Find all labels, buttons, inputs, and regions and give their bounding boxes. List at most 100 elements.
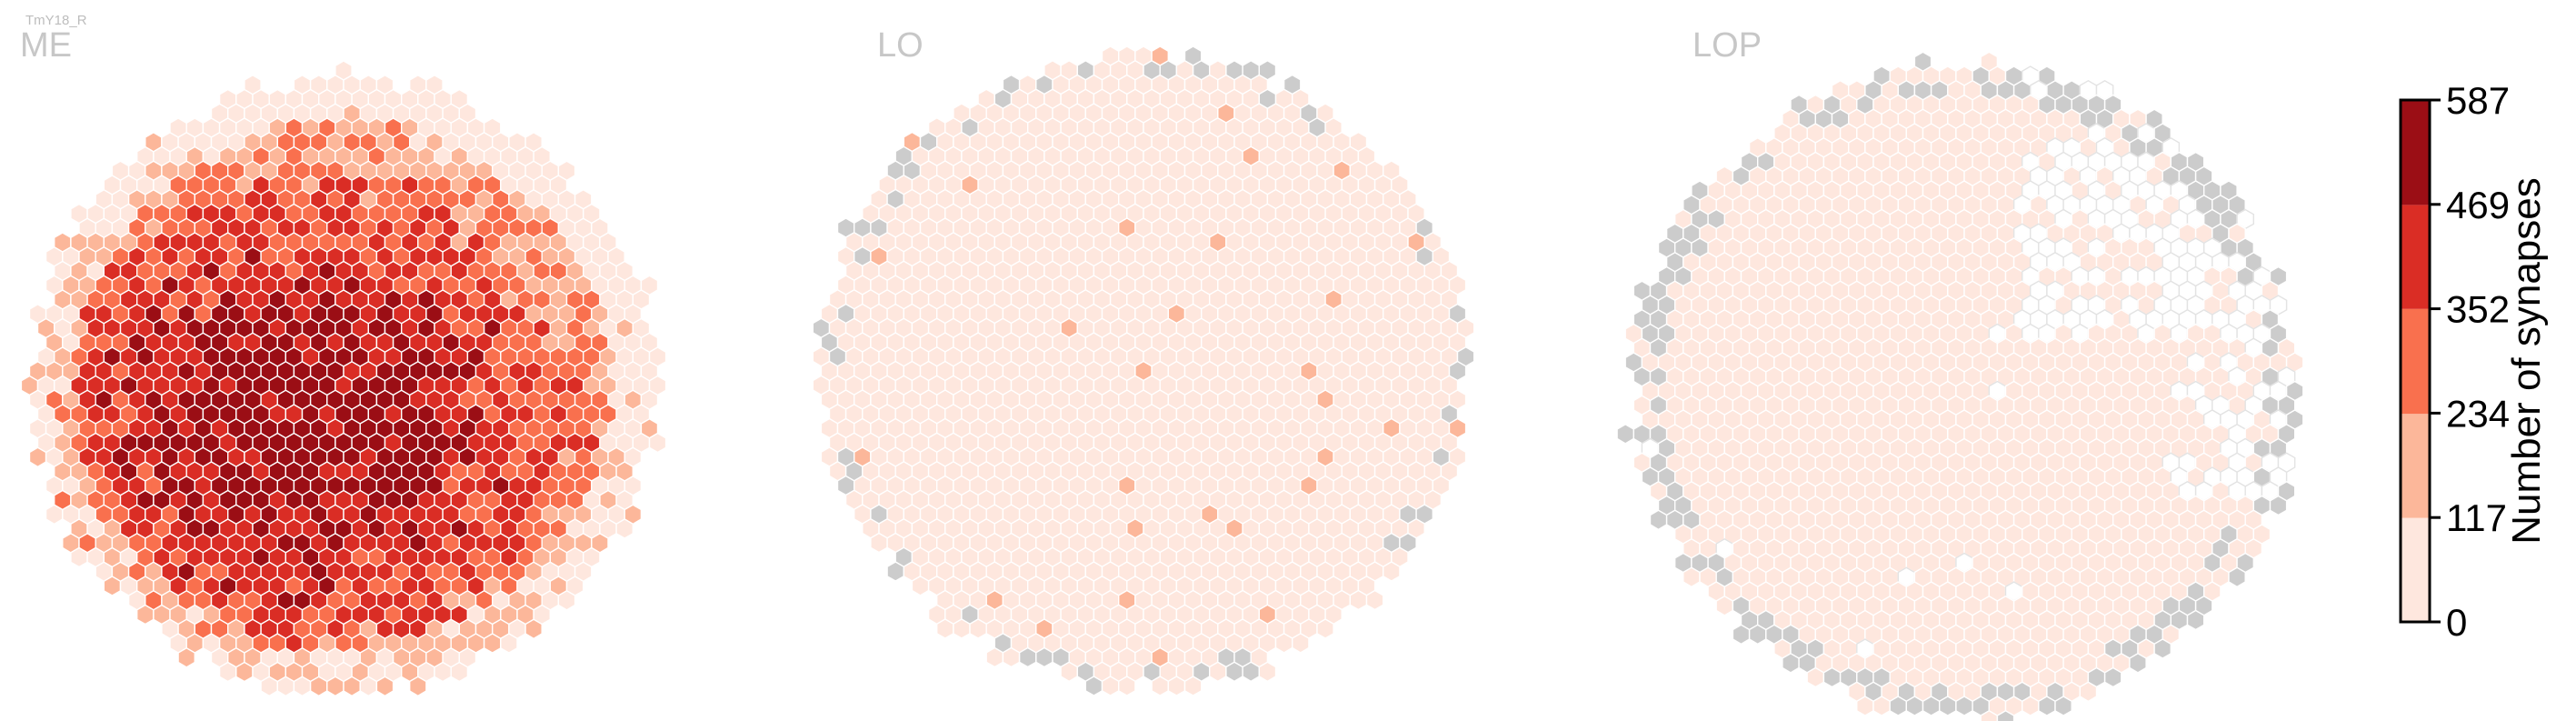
hex-column [359, 676, 378, 697]
hex-column [1151, 676, 1170, 696]
hex-column [135, 604, 155, 626]
hex-column [1258, 661, 1277, 683]
hex-column [2079, 681, 2098, 703]
colorbar-bin [2401, 414, 2430, 518]
hex-column [1365, 589, 1384, 611]
hex-column [343, 676, 361, 697]
hex-column [1889, 696, 1908, 716]
colorbar-bin [2401, 517, 2430, 622]
hex-column [2153, 638, 2172, 659]
hex-column [1616, 423, 1635, 445]
hex-column [969, 618, 987, 639]
hex-column [524, 618, 543, 640]
hex-column [1872, 696, 1891, 716]
hex-column [2129, 652, 2147, 674]
hex-column [1938, 696, 1957, 716]
hex-column [103, 576, 122, 596]
hex-column [870, 532, 888, 554]
hex-column [45, 504, 64, 526]
hex-column [1208, 661, 1227, 683]
hex-column [409, 676, 427, 697]
hex-column [434, 661, 452, 683]
colorbar-bin [2401, 308, 2430, 415]
colorbar-ticks: 0 117 234 352 469 587 [2430, 79, 2510, 644]
colorbar-tick-label: 0 [2446, 601, 2467, 644]
hex-grid-lo [812, 45, 1475, 696]
colorbar-label: Number of synapses [2504, 177, 2549, 545]
hex-column [2228, 566, 2246, 588]
hex-column [1035, 646, 1053, 668]
hex-column [2038, 696, 2056, 716]
hex-column [2054, 696, 2072, 716]
hex-column [1274, 632, 1293, 654]
colorbar-bin [2401, 100, 2430, 205]
hex-column [2103, 666, 2122, 688]
colorbar-tick-label: 352 [2446, 288, 2510, 331]
hex-grid-me [20, 60, 667, 697]
hex-column [375, 676, 394, 697]
colorbar-tick-label: 117 [2446, 496, 2507, 539]
hex-column [276, 676, 295, 697]
hex-column [886, 561, 904, 582]
hex-column [1806, 666, 1825, 688]
hex-grid-lop [1616, 51, 2304, 721]
hex-column [1349, 589, 1368, 611]
panel-title-lo: LO [877, 26, 924, 65]
hex-column [1002, 646, 1021, 668]
panel-me: ME [20, 26, 667, 697]
hex-column [235, 661, 254, 683]
hex-column [500, 633, 518, 654]
hex-column [450, 661, 469, 683]
hex-column [2269, 495, 2288, 516]
colorbar-bins [2401, 100, 2430, 622]
hex-column [1382, 561, 1401, 582]
hex-column [1084, 676, 1103, 696]
hex-column [1117, 676, 1136, 696]
hex-column [1732, 624, 1751, 646]
hex-column [1291, 632, 1310, 654]
colorbar-tick-label: 587 [2446, 79, 2510, 122]
hex-column [1183, 676, 1203, 696]
hex-column [293, 676, 312, 697]
hex-column [935, 618, 954, 639]
hex-column [615, 518, 634, 539]
hex-column [1922, 696, 1941, 716]
hex-column [28, 446, 47, 468]
hex-column [1316, 618, 1334, 639]
hex-column [1060, 661, 1079, 683]
hex-column [911, 575, 930, 596]
hex-column [1018, 646, 1037, 668]
panel-lop: LOP [1616, 26, 2304, 721]
hex-column [218, 661, 237, 683]
hex-column [1955, 696, 1973, 716]
hex-column [483, 633, 502, 654]
panel-title-me: ME [20, 26, 72, 65]
hex-column [2021, 696, 2040, 716]
hex-column [557, 589, 576, 611]
hex-column [1782, 652, 1800, 674]
hex-column [1856, 696, 1874, 716]
hex-column [1905, 696, 1924, 716]
hex-column [1682, 566, 1701, 588]
hex-column [985, 646, 1004, 668]
hex-column [1242, 661, 1261, 683]
hex-column [1715, 595, 1734, 616]
hex-column [177, 646, 196, 668]
hex-column [260, 676, 278, 697]
hex-column [2186, 609, 2205, 631]
colorbar-tick-label: 234 [2446, 392, 2510, 435]
panel-lo: LO [812, 26, 1475, 696]
hex-column [1748, 624, 1767, 646]
hex-column [1101, 676, 1120, 696]
hex-column [1167, 676, 1186, 696]
hex-column [953, 618, 971, 639]
panel-title-lop: LOP [1692, 26, 1762, 65]
hex-column [1649, 509, 1668, 531]
hex-column [1225, 661, 1243, 683]
hex-column [309, 676, 328, 697]
hex-column [70, 546, 88, 568]
hex-column [326, 676, 344, 697]
colorbar-tick-label: 469 [2446, 184, 2510, 226]
colorbar: 0 117 234 352 469 587 Number of synapses [2399, 79, 2549, 644]
